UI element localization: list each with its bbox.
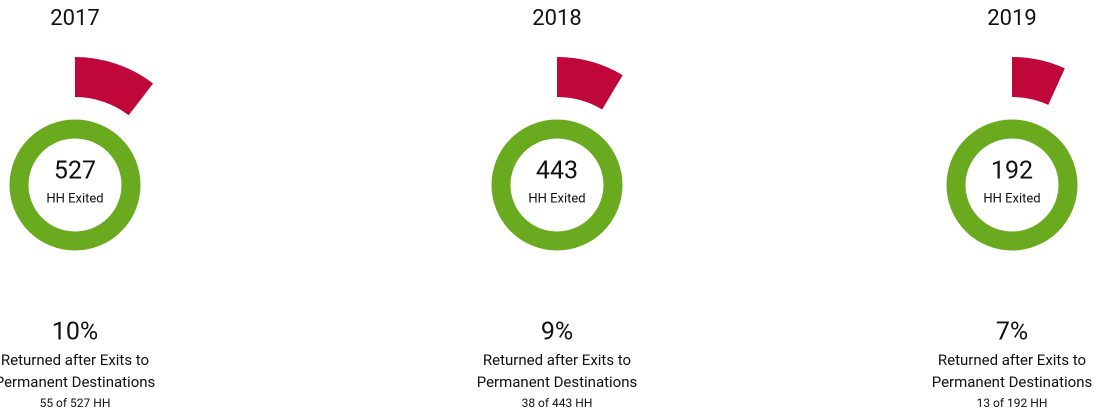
caption: Returned after Exits to xyxy=(938,351,1086,369)
donut-slice xyxy=(557,57,623,110)
percent: 10% xyxy=(52,318,98,347)
detail: 55 of 527 HH xyxy=(40,396,111,410)
donut-ring xyxy=(491,119,623,251)
center-label: HH Exited xyxy=(528,191,585,206)
center-value: 192 xyxy=(991,157,1033,186)
center-label: HH Exited xyxy=(46,191,103,206)
percent: 9% xyxy=(541,318,573,347)
chart-title: 2018 xyxy=(532,6,581,31)
caption: Returned after Exits to xyxy=(483,351,631,369)
center-value: 443 xyxy=(536,157,578,186)
caption: Returned after Exits to xyxy=(1,351,149,369)
caption: Permanent Destinations xyxy=(932,373,1093,391)
chart-title: 2017 xyxy=(50,6,99,31)
center-label: HH Exited xyxy=(983,191,1040,206)
percent: 7% xyxy=(996,318,1028,347)
detail: 13 of 192 HH xyxy=(977,396,1048,410)
caption: Permanent Destinations xyxy=(0,373,155,391)
caption: Permanent Destinations xyxy=(477,373,638,391)
detail: 38 of 443 HH xyxy=(522,396,593,410)
center-value: 527 xyxy=(54,157,96,186)
chart-title: 2019 xyxy=(987,6,1036,31)
donut-slice xyxy=(75,57,154,116)
donut-slice xyxy=(1012,57,1065,105)
donut-ring xyxy=(946,119,1078,251)
donut-ring xyxy=(9,119,141,251)
